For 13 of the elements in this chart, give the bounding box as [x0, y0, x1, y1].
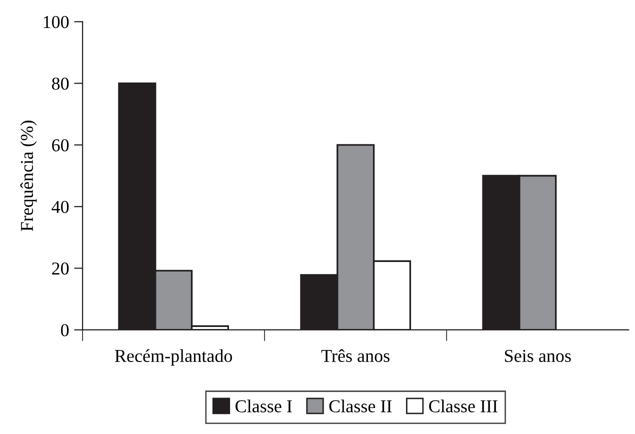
- y-tick-label: 40: [52, 200, 69, 214]
- y-tick-label: 0: [61, 324, 69, 336]
- x-tick-label: Três anos: [321, 349, 390, 362]
- legend-label: Classe III: [429, 400, 498, 412]
- x-tick-label: Seis anos: [504, 350, 571, 362]
- y-tick-label: 60: [52, 139, 69, 152]
- y-tick-label: 80: [52, 78, 69, 90]
- y-axis-title: Frequência (%): [20, 120, 37, 232]
- legend-label: Classe I: [236, 400, 292, 412]
- y-tick-label: 20: [52, 262, 69, 275]
- legend-label: Classe II: [329, 400, 392, 412]
- x-tick-label: Recém-plantado: [114, 349, 232, 366]
- y-tick-label: 100: [44, 16, 69, 28]
